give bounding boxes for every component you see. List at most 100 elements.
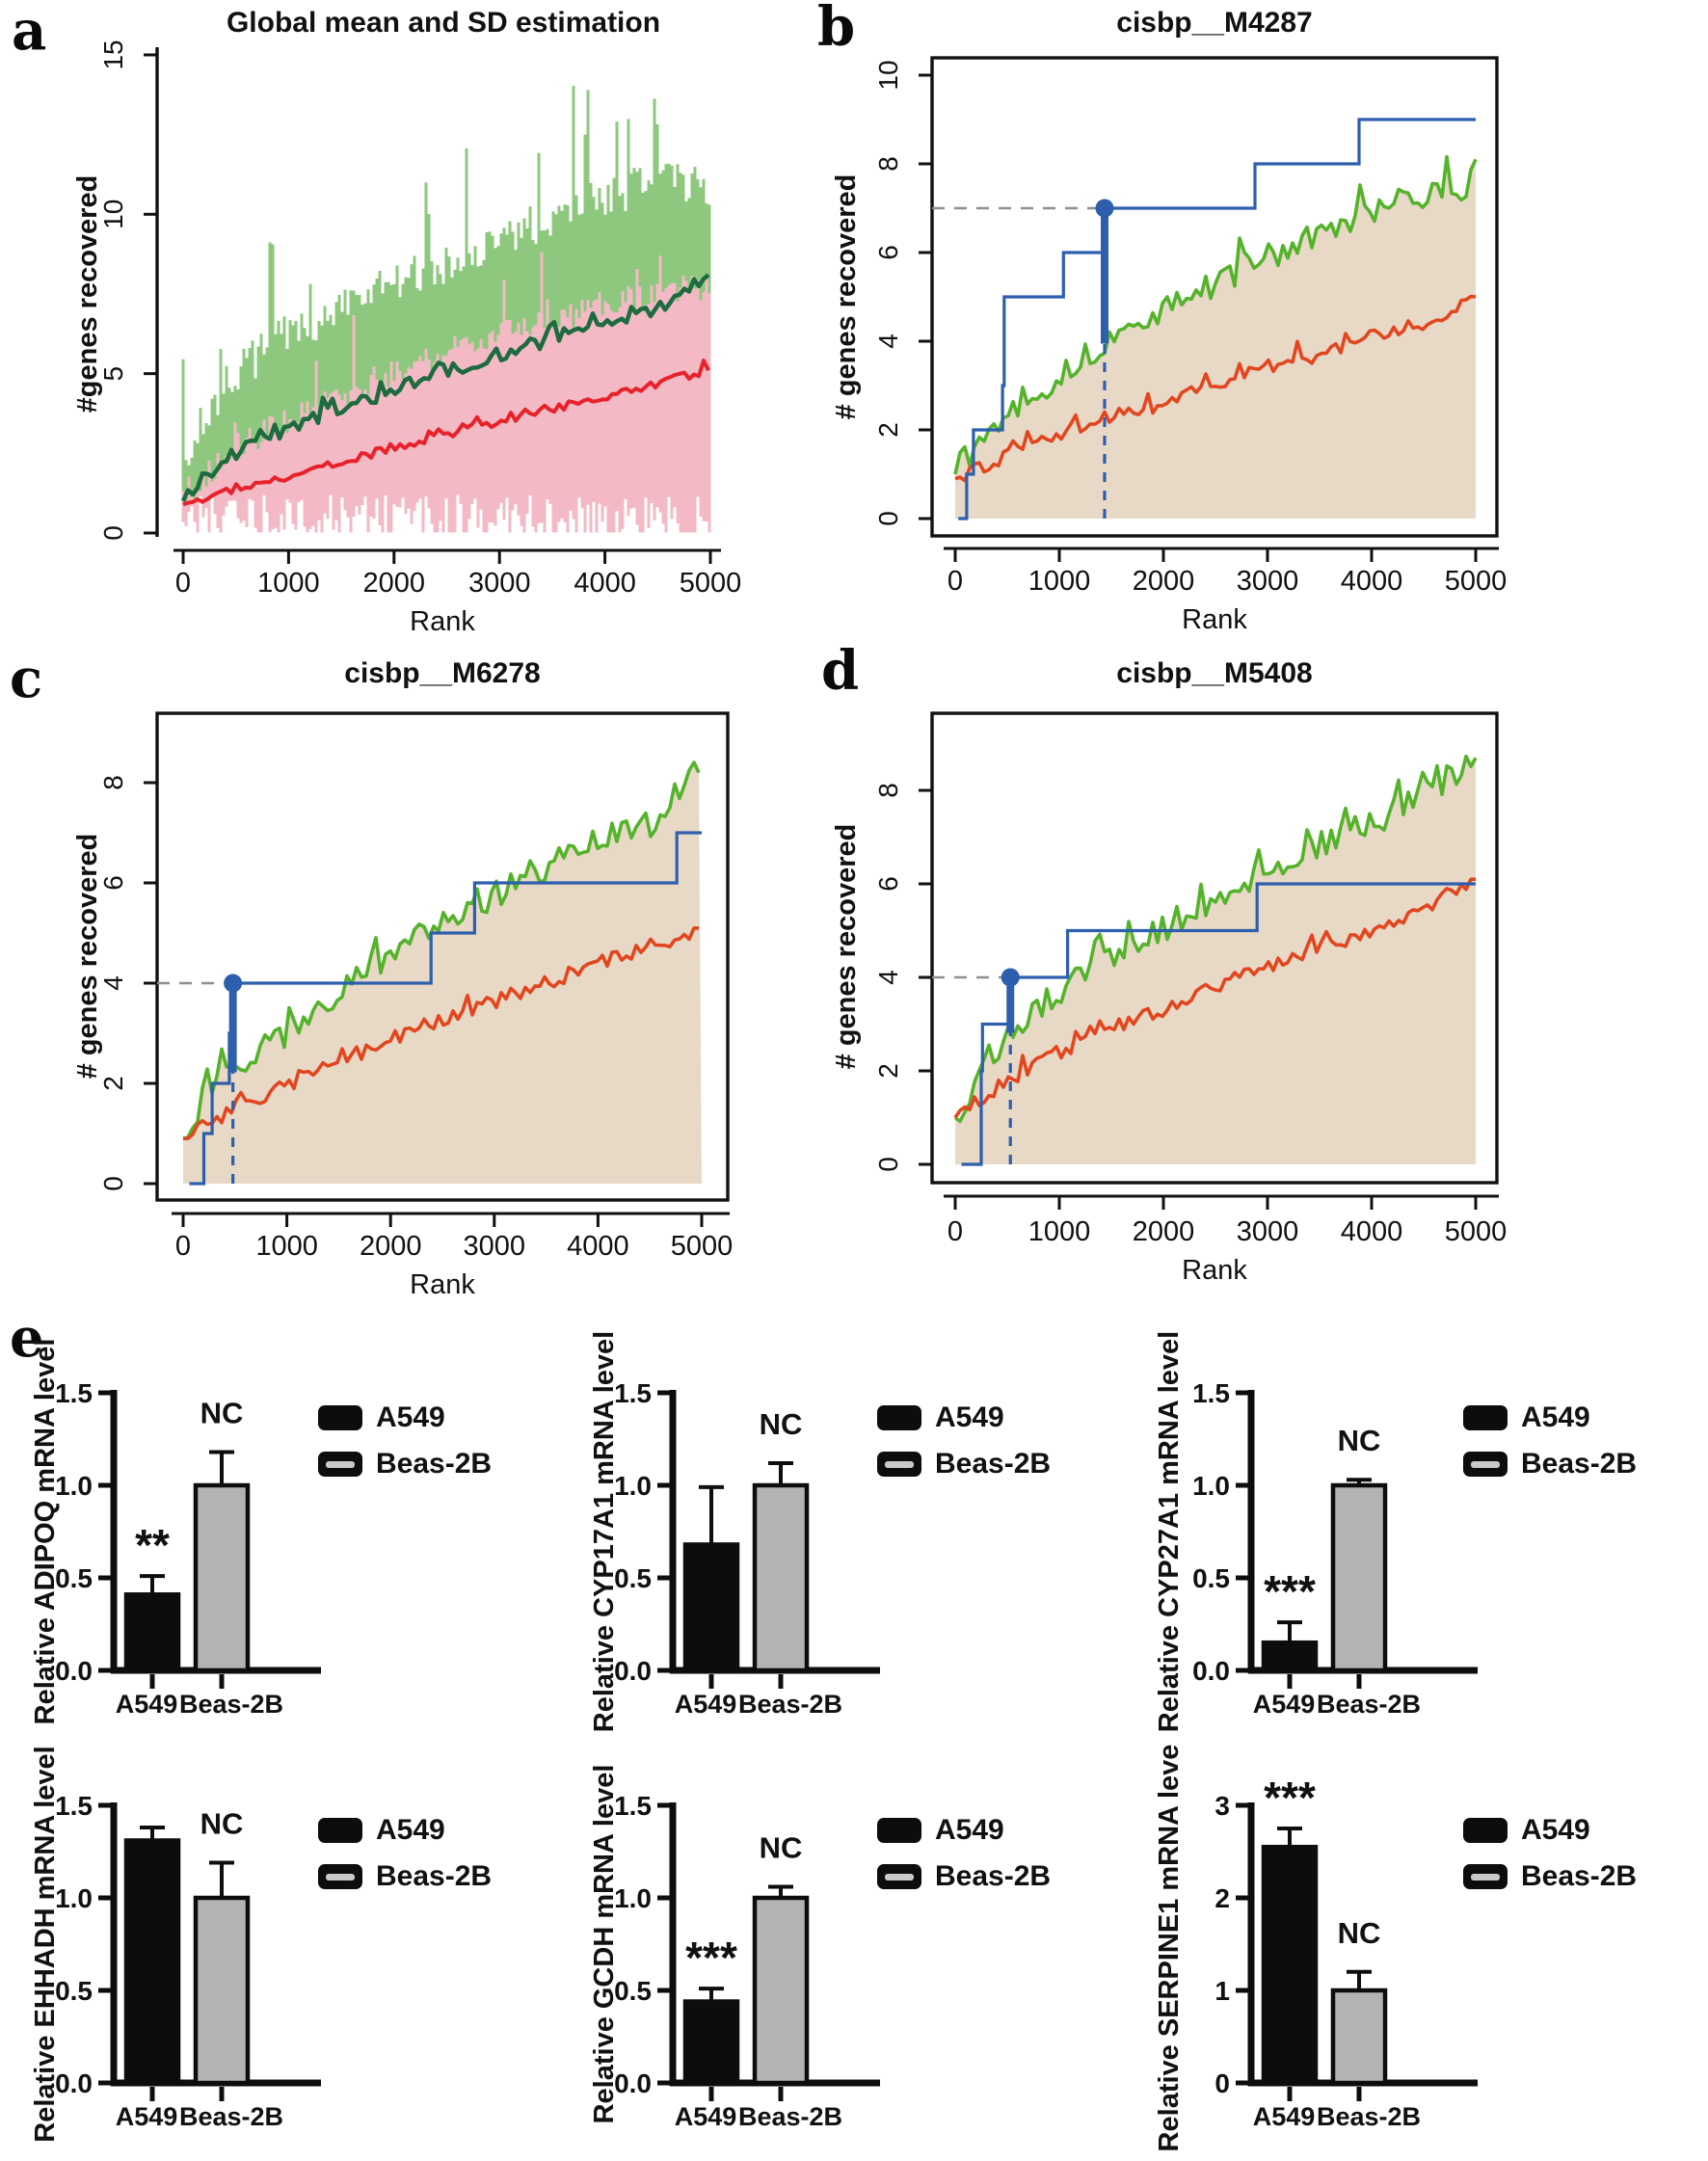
y-tick-label: 1	[1214, 1976, 1230, 2006]
legend: A549 Beas-2B	[318, 1814, 492, 1892]
chart-title: cisbp__M4287	[1116, 7, 1312, 39]
y-tick-label: 2	[98, 1076, 128, 1091]
random-expectation-line	[953, 877, 1476, 1119]
x-tick-label: 2000	[360, 1231, 422, 1262]
ns-annotation: NC	[1338, 1916, 1381, 1950]
x-tick-label: 3000	[1237, 1216, 1299, 1247]
leading-edge-point	[224, 974, 243, 993]
y-tick-label: 0	[873, 1157, 903, 1172]
y-tick-label: 1.0	[55, 1471, 93, 1501]
panel-letter-a: a	[12, 0, 47, 63]
y-tick-label: 8	[98, 775, 128, 790]
legend-swatch-stripe	[326, 1874, 355, 1881]
bar-A549	[682, 1542, 740, 1673]
y-tick-label: 0	[98, 1176, 128, 1191]
x-tick-label: 5000	[1445, 566, 1508, 597]
x-tick-label: 0	[175, 1231, 191, 1262]
bar-chart-CYP27A1: Relative CYP27A1 mRNA level 0.0 0.5 1.0 1.5 *…	[1154, 1331, 1637, 1732]
y-tick-label: 8	[873, 156, 903, 172]
y-tick-label: 1.0	[614, 1471, 652, 1501]
y-tick-label: 1.5	[614, 1378, 652, 1408]
y-tick-label: 2	[873, 1063, 903, 1079]
legend-label: A549	[376, 1814, 445, 1846]
global-mean-line	[180, 273, 710, 502]
x-tick-label: 0	[947, 566, 963, 597]
legend-label: Beas-2B	[935, 1860, 1051, 1892]
legend-swatch-stripe	[1471, 1461, 1500, 1468]
y-tick-label: 0	[1214, 2068, 1230, 2098]
y-tick-label: 1.0	[1192, 1471, 1230, 1501]
bar-A549	[682, 1999, 740, 2086]
legend-label: Beas-2B	[1521, 1860, 1637, 1892]
x-tick-label: 3000	[1237, 566, 1299, 597]
y-tick-label: 3	[1214, 1791, 1230, 1821]
motif-step-curve	[961, 882, 1476, 1166]
y-tick-label: 1.0	[55, 1883, 93, 1913]
significance-stars: ***	[1264, 1773, 1316, 1823]
significance-stars: ***	[1264, 1566, 1316, 1616]
significance-stars: ***	[685, 1933, 737, 1983]
y-tick-label: 0.0	[55, 1656, 93, 1686]
x-tick-label: 2000	[1133, 566, 1195, 597]
y-tick-label: 0	[98, 525, 128, 541]
bar-A549	[123, 1838, 181, 2086]
y-tick-label: 4	[98, 975, 128, 991]
legend: A549 Beas-2B	[1463, 1401, 1637, 1480]
legend: A549 Beas-2B	[877, 1401, 1051, 1480]
legend: A549 Beas-2B	[1463, 1814, 1637, 1892]
x-tick-label: Beas-2B	[738, 1690, 842, 1719]
x-tick-label: Beas-2B	[179, 2102, 283, 2131]
y-axis-label: Relative EHHADH mRNA level	[30, 1746, 61, 2143]
motif-step-curve	[958, 118, 1476, 520]
x-axis-label: Rank	[410, 1269, 475, 1300]
chart-title: cisbp__M5408	[1116, 657, 1312, 689]
legend-swatch-solid	[318, 1405, 362, 1430]
x-tick-label: 1000	[255, 1231, 318, 1262]
ns-annotation: NC	[200, 1396, 244, 1429]
y-axis-label: Relative CYP17A1 mRNA level	[589, 1331, 620, 1732]
y-tick-label: 6	[873, 876, 903, 892]
x-tick-label: 2000	[1133, 1216, 1195, 1247]
plot-box	[930, 56, 1499, 538]
y-tick-label: 4	[873, 333, 903, 349]
plot-content	[932, 118, 1478, 520]
x-tick-label: A549	[116, 1690, 178, 1719]
y-tick-label: 6	[98, 875, 128, 891]
recovery-curve-line	[953, 754, 1478, 1124]
x-tick-label: 2000	[363, 568, 426, 599]
x-tick-label: 0	[947, 1216, 963, 1247]
bar-A549	[1261, 1844, 1319, 2086]
leading-edge-point	[1001, 968, 1020, 987]
y-axis-label: Relative GCDH mRNA level	[589, 1765, 620, 2124]
recovery-chart-global-mean: Global mean and SD estimation #genes reco…	[72, 7, 742, 637]
y-tick-label: 0.0	[614, 1656, 652, 1686]
y-tick-label: 4	[873, 970, 903, 985]
x-tick-label: 1000	[1028, 1216, 1091, 1247]
bar-chart-SERPINE1: Relative SERPINE1 mRNA level 0 1 2 3 *** A549 N…	[1154, 1743, 1637, 2151]
x-tick-label: 5000	[680, 568, 742, 599]
x-tick-label: 4000	[567, 1231, 629, 1262]
legend-swatch-solid	[877, 1818, 921, 1843]
recovery-chart-M4287: cisbp__M4287 # genes recovered 0 2 4 6 8 10 0 100…	[831, 7, 1508, 635]
chart-title: cisbp__M6278	[344, 657, 540, 689]
recovery-curve-line	[953, 154, 1478, 475]
x-tick-label: 4000	[574, 568, 636, 599]
x-tick-label: A549	[1253, 2102, 1316, 2131]
legend-swatch-stripe	[885, 1874, 914, 1881]
x-tick-label: 0	[175, 568, 191, 599]
y-tick-label: 0.0	[614, 2068, 652, 2098]
legend-label: A549	[935, 1401, 1004, 1433]
y-tick-label: 0.5	[614, 1563, 652, 1593]
leading-edge-point	[1095, 199, 1114, 218]
panel-letter-d: d	[821, 639, 860, 703]
area-fill	[955, 756, 1476, 1164]
y-tick-label: 5	[98, 366, 128, 382]
x-tick-label: Beas-2B	[179, 1690, 283, 1719]
significance-stars: **	[135, 1520, 170, 1570]
legend-label: Beas-2B	[1521, 1448, 1637, 1480]
legend-swatch-solid	[877, 1405, 921, 1430]
recovery-curve-line	[182, 760, 701, 1140]
x-tick-label: Beas-2B	[1317, 1690, 1421, 1719]
y-tick-label: 15	[98, 40, 128, 69]
y-axis-label: # genes recovered	[72, 834, 103, 1080]
